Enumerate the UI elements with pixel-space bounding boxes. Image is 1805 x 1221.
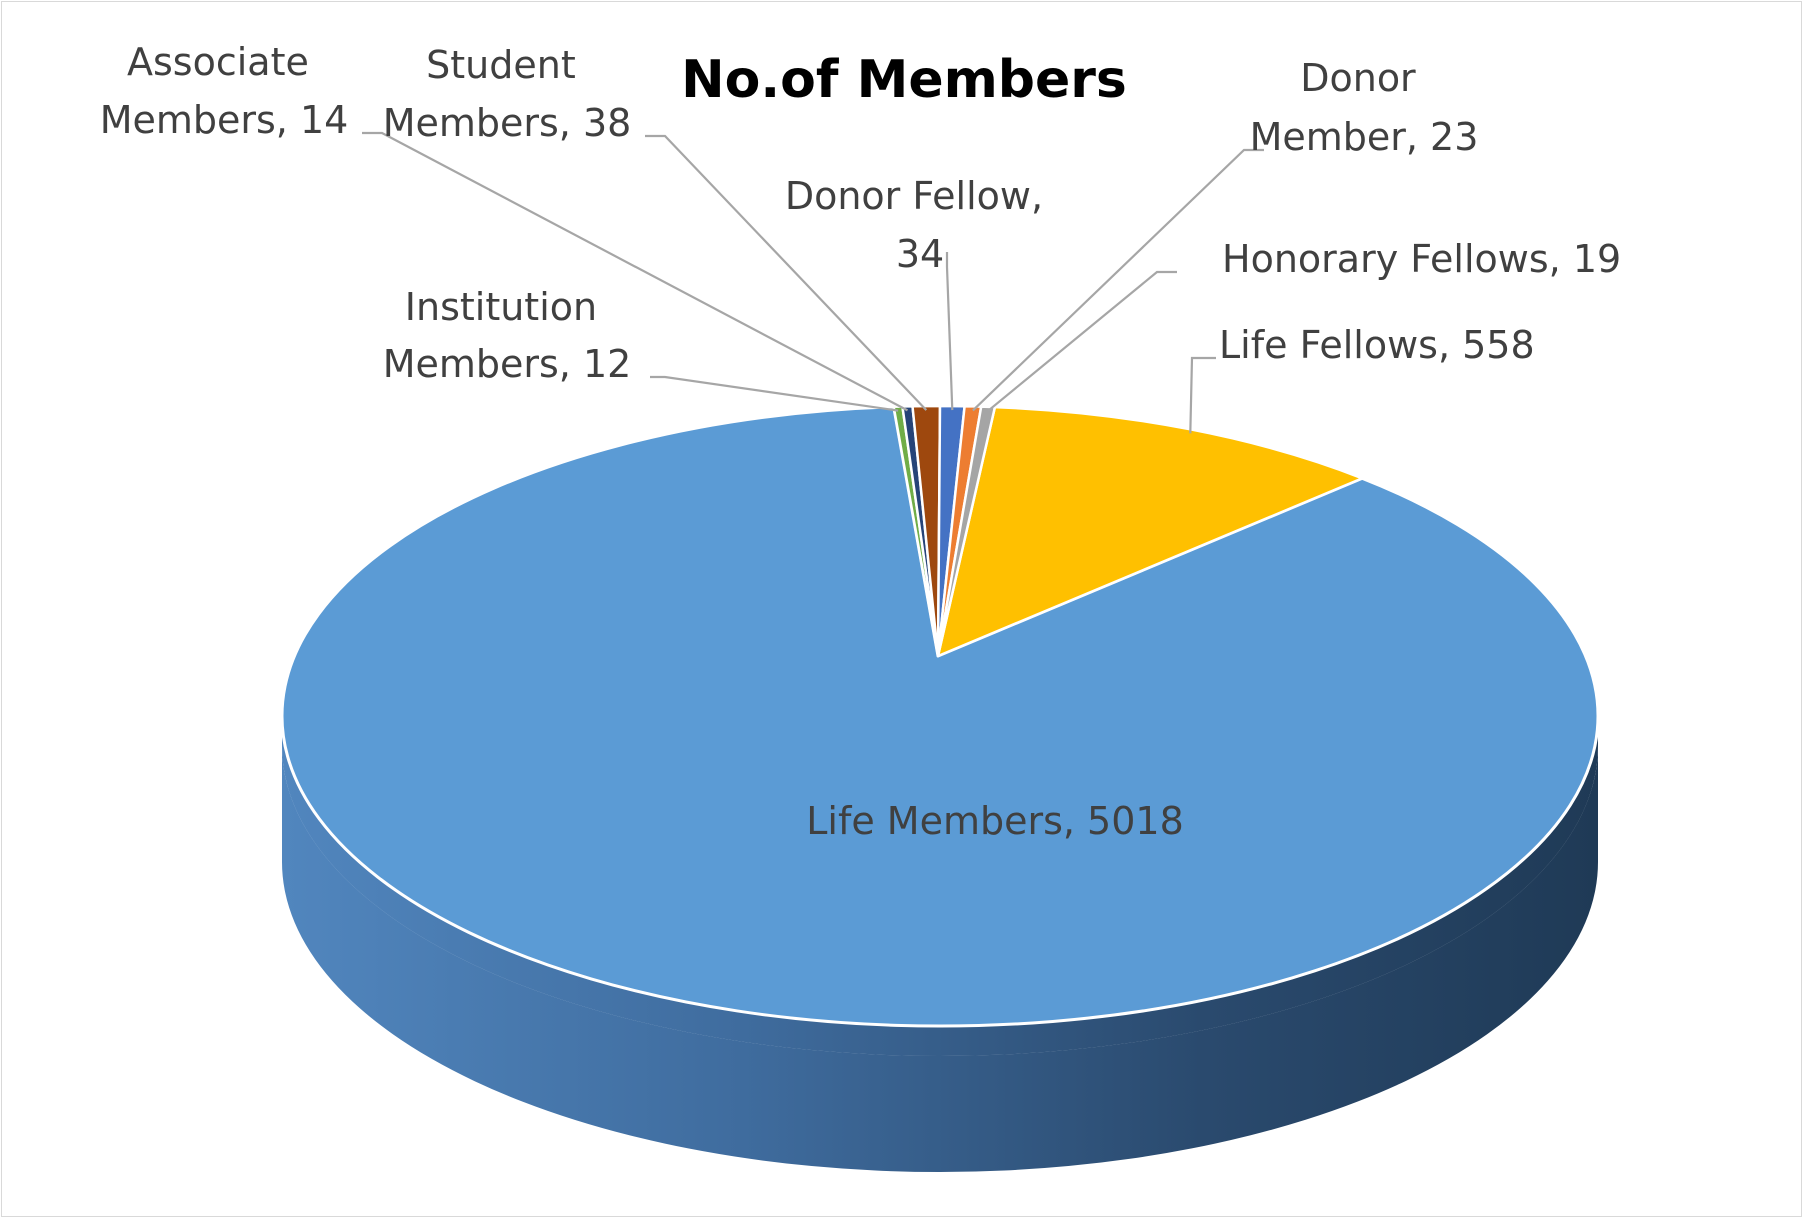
data-label-student-members: Student Members, 38 <box>383 43 632 145</box>
leader-line-donor-member <box>972 148 1264 412</box>
leader-line-donor-fellow <box>945 252 954 411</box>
data-label-honorary-fellows: Honorary Fellows, 19 <box>1222 237 1621 281</box>
pie-slices <box>280 404 1600 1028</box>
leader-line-life-fellows <box>1189 356 1216 434</box>
leader-lines <box>362 131 1264 434</box>
leader-line-honorary-fellows <box>987 270 1177 412</box>
leader-line-associate-members <box>362 131 909 412</box>
data-label-life-members: Life Members, 5018 <box>806 799 1184 843</box>
data-label-associate-members: Associate Members, 14 <box>100 40 349 142</box>
chart-title: No.of Members <box>681 50 1127 110</box>
leader-line-institution-members <box>650 375 899 412</box>
leader-line-student-members <box>645 134 928 411</box>
data-label-donor-member: Donor Member, 23 <box>1250 56 1479 159</box>
data-label-life-fellows: Life Fellows, 558 <box>1219 323 1535 367</box>
pie-side-shade <box>288 762 1592 1131</box>
pie-slice-honorary-fellows <box>936 405 997 658</box>
data-label-institution-members: Institution Members, 12 <box>383 285 632 386</box>
data-label-donor-fellow: Donor Fellow, 34 <box>785 174 1055 276</box>
pie-slice-life-members <box>280 405 1600 1028</box>
